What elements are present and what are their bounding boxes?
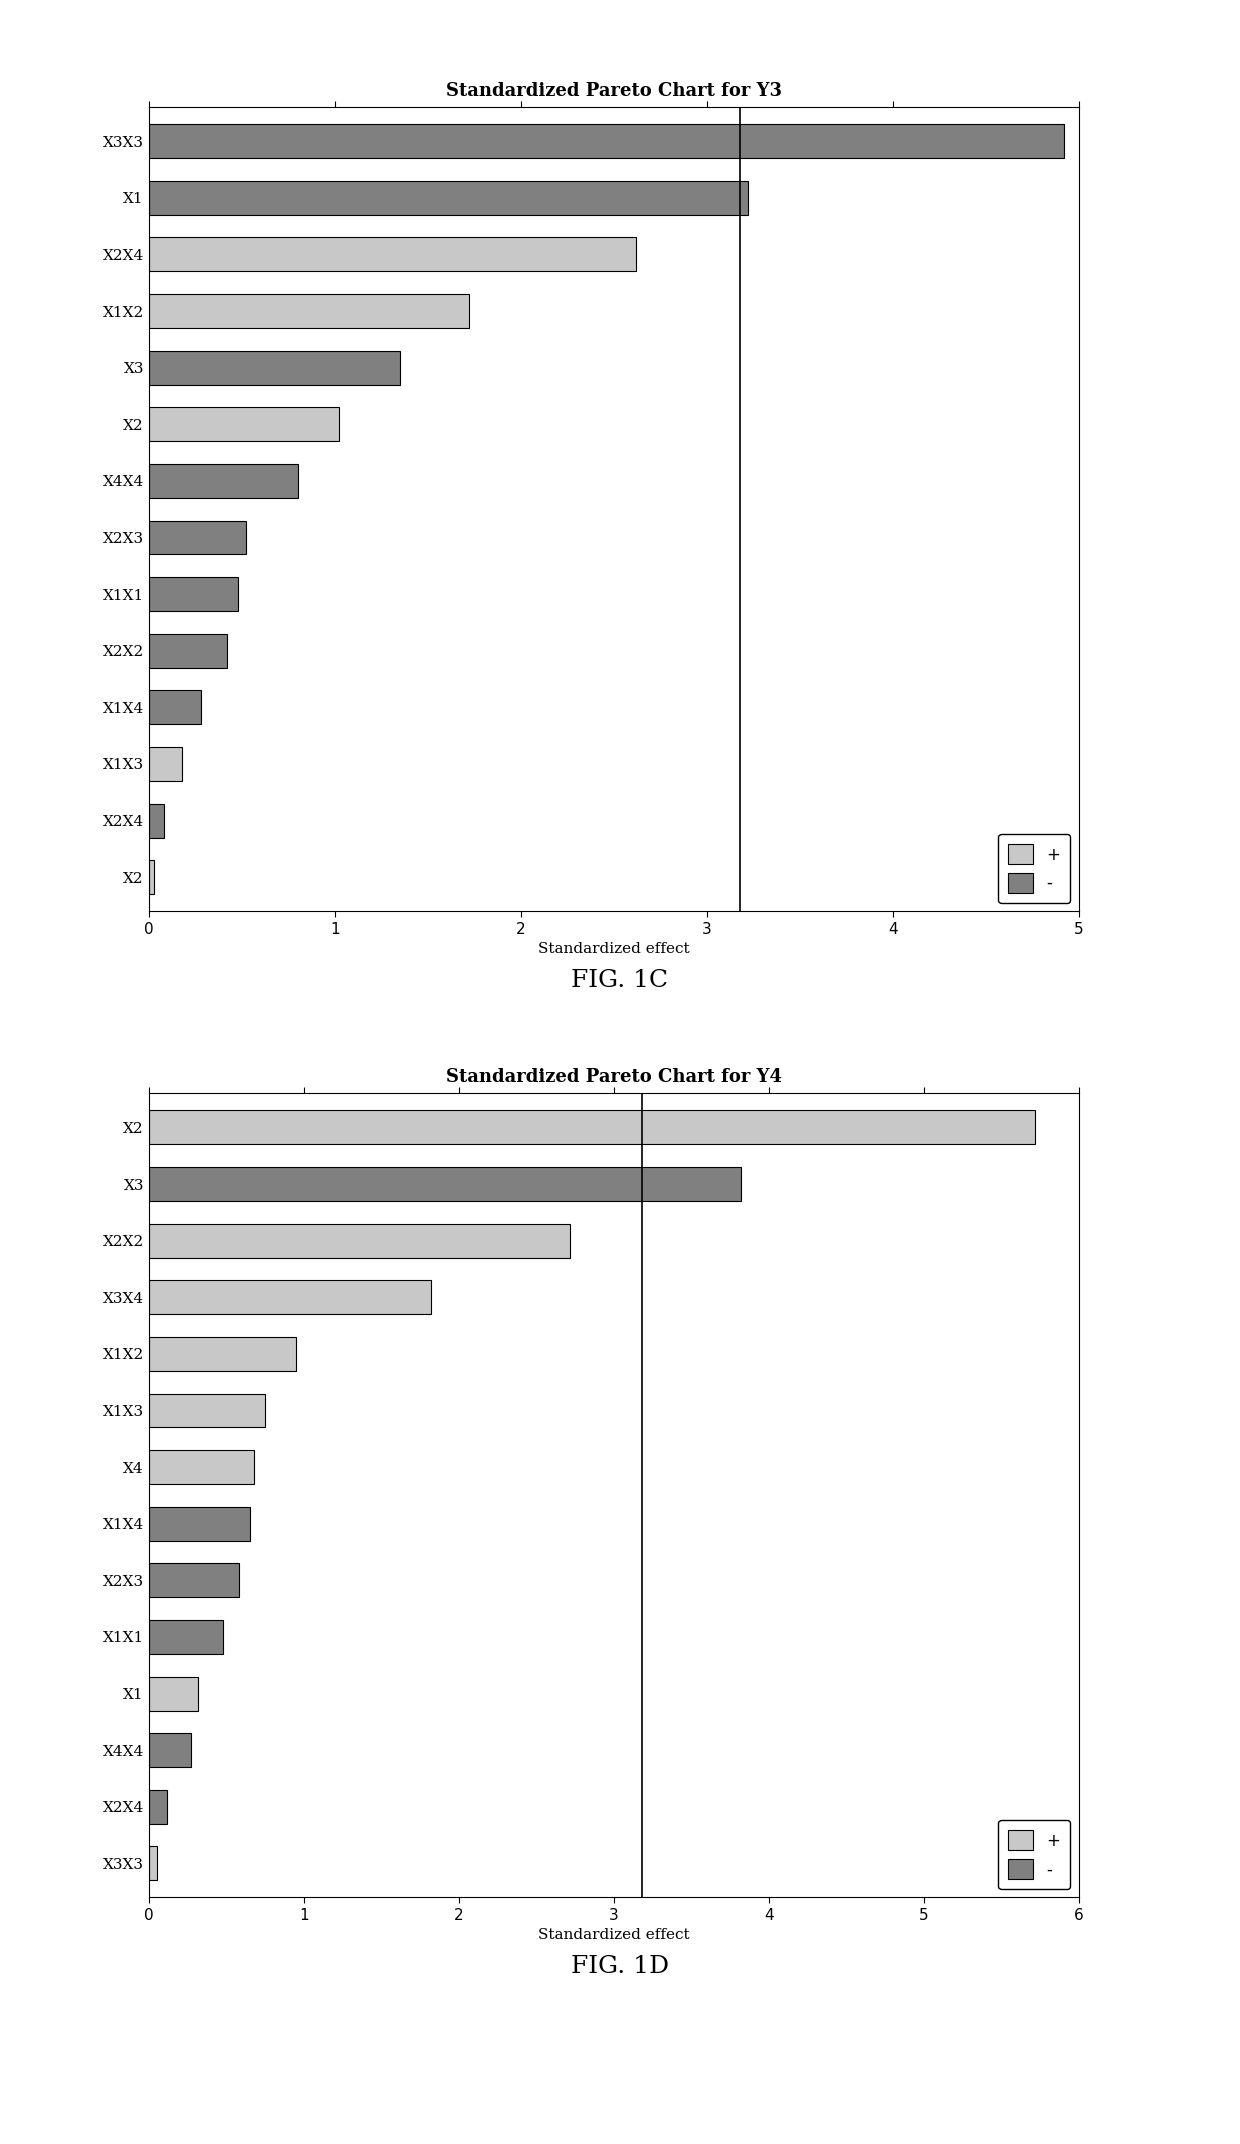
Bar	[149, 180, 748, 214]
Bar	[149, 124, 1064, 159]
Bar	[149, 1507, 249, 1542]
Bar	[149, 463, 298, 497]
Legend: +, -: +, -	[998, 834, 1070, 903]
Bar	[149, 1563, 238, 1597]
Bar	[149, 804, 164, 838]
Bar	[149, 690, 201, 725]
Bar	[149, 1732, 191, 1767]
Bar	[149, 1166, 742, 1201]
Bar	[149, 1846, 156, 1880]
Bar	[149, 746, 182, 780]
Text: FIG. 1C: FIG. 1C	[572, 969, 668, 993]
Bar	[149, 1449, 254, 1484]
Bar	[149, 352, 399, 384]
Bar	[149, 860, 154, 894]
Title: Standardized Pareto Chart for Y3: Standardized Pareto Chart for Y3	[446, 81, 781, 101]
Bar	[149, 1224, 570, 1259]
Bar	[149, 521, 246, 555]
X-axis label: Standardized effect: Standardized effect	[538, 941, 689, 956]
Bar	[149, 407, 339, 442]
Bar	[149, 1621, 223, 1653]
Bar	[149, 1790, 167, 1825]
Bar	[149, 1111, 1035, 1145]
Bar	[149, 635, 227, 667]
Bar	[149, 1280, 432, 1314]
Bar	[149, 238, 636, 272]
Legend: +, -: +, -	[998, 1820, 1070, 1889]
Bar	[149, 294, 469, 328]
Bar	[149, 1338, 296, 1370]
X-axis label: Standardized effect: Standardized effect	[538, 1927, 689, 1942]
Bar	[149, 1394, 265, 1428]
Bar	[149, 577, 238, 611]
Bar	[149, 1677, 198, 1711]
Text: FIG. 1D: FIG. 1D	[570, 1955, 670, 1979]
Title: Standardized Pareto Chart for Y4: Standardized Pareto Chart for Y4	[446, 1068, 781, 1087]
